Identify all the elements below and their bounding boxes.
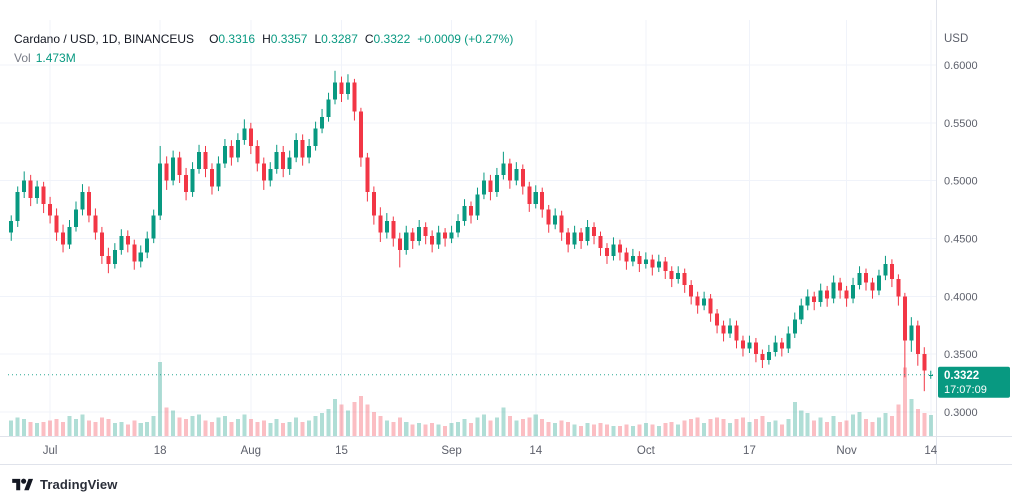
- close-value: 0.3322: [373, 32, 411, 46]
- price-axis-label: 0.3500: [944, 349, 978, 361]
- time-axis-label: 14: [924, 445, 937, 457]
- price-axis-label: 0.4500: [944, 234, 978, 246]
- price-axis-label: 0.5500: [944, 118, 978, 130]
- tradingview-brand[interactable]: TradingView: [40, 476, 118, 492]
- time-axis-label: Jul: [43, 445, 58, 457]
- time-axis-label: 15: [335, 445, 348, 457]
- volume-label: Vol: [14, 51, 31, 65]
- legend-volume-row: Vol 1.473M: [14, 49, 513, 68]
- footer-attribution: TradingView: [12, 476, 117, 492]
- volume-value: 1.473M: [35, 51, 76, 65]
- last-price-value: 0.3322: [944, 370, 979, 382]
- price-axis-currency: USD: [944, 33, 968, 45]
- price-axis-label: 0.5000: [944, 176, 978, 188]
- axis-borders: [0, 0, 1012, 465]
- high-value: 0.3357: [270, 32, 308, 46]
- time-axis-label: Sep: [441, 445, 461, 457]
- open-value: 0.3316: [218, 32, 256, 46]
- open-label: O: [209, 32, 219, 46]
- close-label: C: [364, 32, 374, 46]
- bar-countdown: 17:07:09: [944, 384, 987, 396]
- low-label: L: [314, 32, 322, 46]
- time-axis-label: 17: [743, 445, 756, 457]
- price-axis[interactable]: USD 0.6000 0.5500 0.5000 0.4500 0.4000 0.3500 0…: [944, 33, 978, 419]
- time-axis-label: 18: [154, 445, 167, 457]
- grid-lines: [0, 20, 937, 436]
- time-axis[interactable]: Jul 18 Aug 15 Sep 14 Oct 17 Nov 14: [43, 445, 938, 457]
- last-price-badge: 0.3322 17:07:09: [938, 366, 1010, 398]
- change-value: +0.0009 (+0.27%): [417, 32, 514, 46]
- tradingview-logo-icon[interactable]: [12, 476, 33, 492]
- chart-legend: Cardano / USD, 1D, BINANCEUS O0.3316 H0.33…: [14, 30, 513, 68]
- volume-bars: [9, 362, 933, 436]
- time-axis-label: Aug: [241, 445, 261, 457]
- candles: [9, 70, 933, 392]
- legend-main-row: Cardano / USD, 1D, BINANCEUS O0.3316 H0.33…: [14, 30, 513, 49]
- symbol-title[interactable]: Cardano / USD, 1D, BINANCEUS: [14, 32, 195, 46]
- time-axis-label: 14: [529, 445, 542, 457]
- price-axis-label: 0.6000: [944, 60, 978, 72]
- price-axis-label: 0.3000: [944, 407, 978, 419]
- high-label: H: [262, 32, 271, 46]
- price-axis-label: 0.4000: [944, 291, 978, 303]
- low-value: 0.3287: [321, 32, 358, 46]
- time-axis-label: Oct: [637, 445, 656, 457]
- time-axis-label: Nov: [836, 445, 857, 457]
